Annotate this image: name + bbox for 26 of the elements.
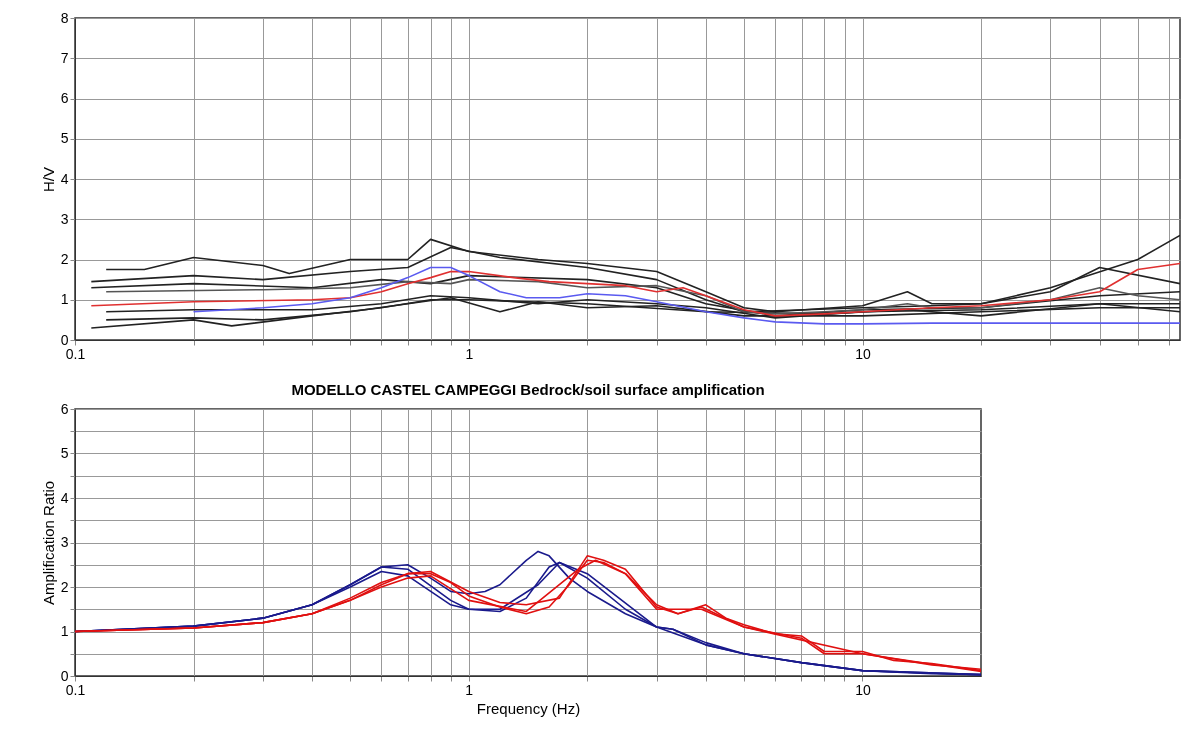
x-tick-label: 10 [855, 345, 872, 362]
y-tick-label: 3 [60, 534, 69, 550]
y-tick-label: 5 [60, 445, 69, 461]
y-tick-label: 2 [60, 251, 69, 267]
x-tick-label: 1 [465, 345, 474, 362]
y-tick-label: 3 [60, 210, 69, 227]
y-tick-label: 0 [60, 667, 69, 684]
y-tick-label: 6 [60, 90, 69, 106]
y-axis-title: H/V [39, 166, 57, 193]
x-tick-label: 0.1 [65, 681, 86, 698]
y-tick-label: 0 [60, 331, 69, 348]
x-tick-label: 10 [855, 681, 871, 698]
y-tick-label: 1 [60, 623, 69, 639]
x-axis-title: Frequency (Hz) [476, 699, 581, 717]
y-tick-label: 8 [60, 9, 69, 26]
x-tick-label: 1 [465, 681, 474, 698]
y-tick-label: 5 [60, 130, 69, 147]
y-tick-label: 6 [60, 400, 69, 417]
x-tick-label: 0.1 [65, 345, 86, 362]
y-tick-label: 4 [60, 489, 69, 506]
y-tick-label: 2 [60, 578, 69, 595]
y-tick-label: 4 [60, 170, 69, 187]
y-axis-title: Amplification Ratio [39, 480, 57, 606]
y-tick-label: 7 [60, 49, 69, 66]
y-tick-label: 1 [60, 291, 69, 308]
chart-title: MODELLO CASTEL CAMPEGGI Bedrock/soil surface amplification [291, 381, 765, 398]
